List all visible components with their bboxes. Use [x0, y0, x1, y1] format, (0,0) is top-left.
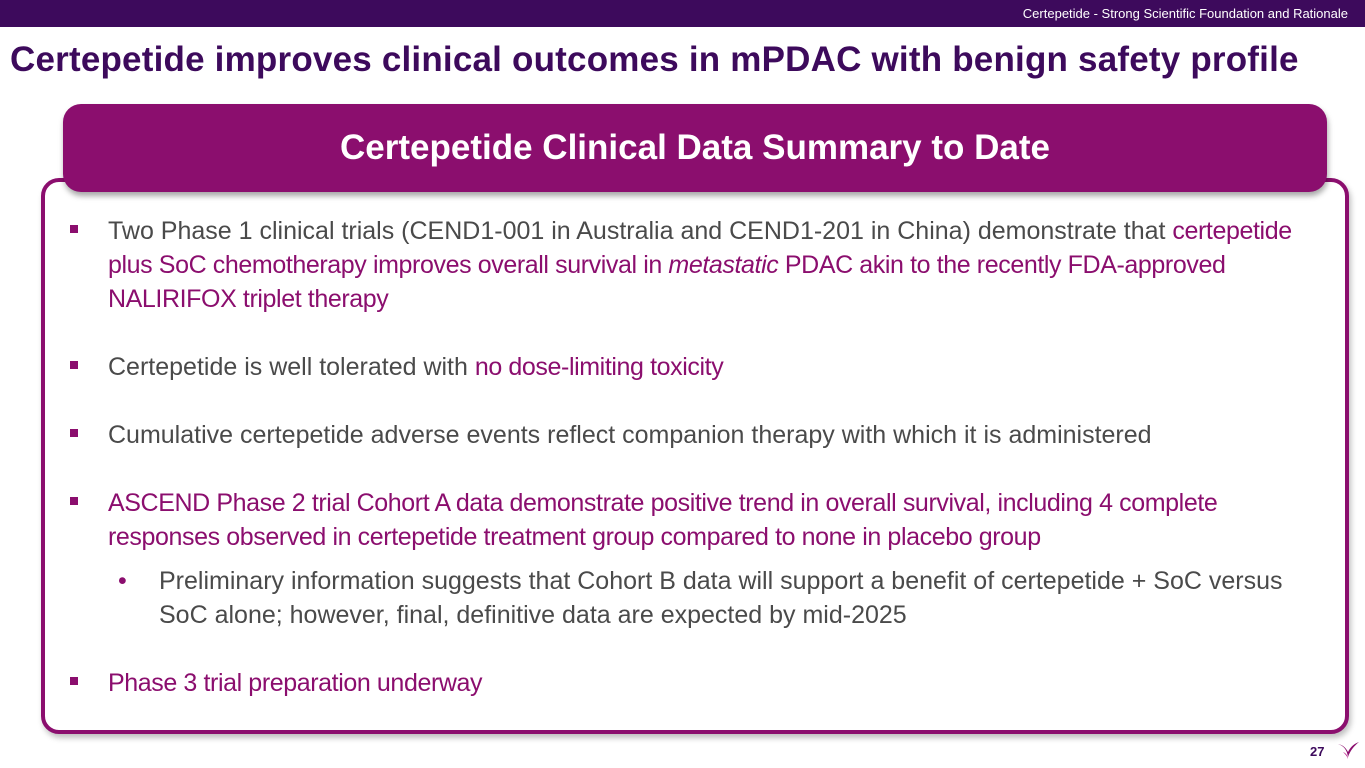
bullet-highlight-italic: metastatic [668, 251, 779, 279]
bullet-highlight: Phase 3 trial preparation underway [108, 669, 483, 697]
header-tagline: Certepetide - Strong Scientific Foundati… [1022, 6, 1348, 21]
bullet-item-ascend: ASCEND Phase 2 trial Cohort A data demon… [70, 486, 1320, 554]
square-bullet-icon [70, 225, 78, 233]
square-bullet-icon [70, 677, 78, 685]
sub-bullet-cohort-b: • Preliminary information suggests that … [70, 564, 1320, 632]
bullet-item-tolerated: Certepetide is well tolerated with no do… [70, 350, 1320, 384]
bullet-item-phase3: Phase 3 trial preparation underway [70, 666, 1320, 700]
page-title: Certepetide improves clinical outcomes i… [10, 40, 1299, 79]
square-bullet-icon [70, 497, 78, 505]
bullet-highlight: PDAC akin to the recently FDA-approved N… [108, 251, 1226, 313]
summary-banner: Certepetide Clinical Data Summary to Dat… [63, 104, 1327, 192]
bullet-list: Two Phase 1 clinical trials (CEND1-001 i… [70, 214, 1320, 700]
bullet-highlight: no dose-limiting toxicity [474, 353, 724, 381]
bullet-text: Two Phase 1 clinical trials (CEND1-001 i… [108, 217, 1173, 245]
bullet-text: Cumulative certepetide adverse events re… [108, 421, 1152, 449]
bullet-item-adverse-events: Cumulative certepetide adverse events re… [70, 418, 1320, 452]
top-bar: Certepetide - Strong Scientific Foundati… [0, 0, 1365, 27]
bullet-text: Certepetide is well tolerated with [108, 353, 475, 381]
bullet-highlight: certepetide plus SoC chemotherapy improv… [108, 217, 1292, 279]
round-bullet-icon: • [118, 567, 127, 595]
page-number: 27 [1310, 744, 1325, 759]
bullet-highlight: ASCEND Phase 2 trial Cohort A data demon… [108, 489, 1218, 551]
square-bullet-icon [70, 429, 78, 437]
company-logo-icon [1338, 742, 1359, 759]
square-bullet-icon [70, 361, 78, 369]
banner-title: Certepetide Clinical Data Summary to Dat… [340, 128, 1050, 167]
content-box [41, 178, 1349, 734]
bullet-item-phase1: Two Phase 1 clinical trials (CEND1-001 i… [70, 214, 1320, 316]
sub-bullet-text: Preliminary information suggests that Co… [159, 567, 1283, 629]
